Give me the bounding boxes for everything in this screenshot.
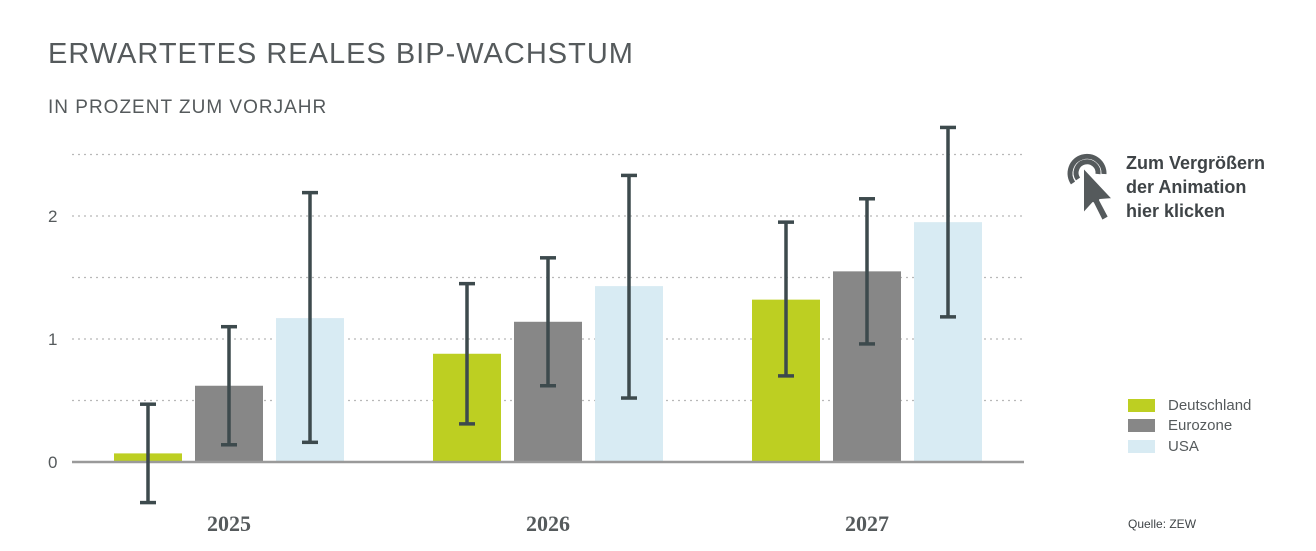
hint-line-1: Zum Vergrößern [1126,153,1266,173]
legend-label-usa: USA [1168,437,1199,455]
y-tick-label: 0 [48,453,57,472]
source-note: Quelle: ZEW [1128,517,1197,531]
legend-label-eurozone: Eurozone [1168,417,1233,435]
enlarge-animation-hint[interactable]: Zum Vergrößern der Animation hier klicke… [1058,150,1278,230]
y-tick-label: 2 [48,207,57,226]
x-tick-label-2027: 2027 [845,511,889,536]
legend-swatch-deutschland [1128,398,1155,412]
legend-swatch-usa [1128,439,1155,453]
legend-label-deutschland: Deutschland [1168,396,1252,414]
x-tick-label-2025: 2025 [207,511,251,536]
y-tick-label: 1 [48,330,57,349]
legend-item-deutschland: Deutschland [1128,395,1251,416]
chart-subtitle: IN PROZENT ZUM VORJAHR [48,97,328,118]
click-pointer-icon [1067,153,1114,222]
chart-legend: Deutschland Eurozone USA [1128,395,1251,457]
hint-line-3: hier klicken [1126,201,1226,221]
x-tick-label-2026: 2026 [526,511,570,536]
legend-item-eurozone: Eurozone [1128,416,1251,437]
enlarge-hint-text[interactable]: Zum Vergrößern der Animation hier klicke… [1126,151,1265,223]
legend-item-usa: USA [1128,436,1251,457]
hint-line-2: der Animation [1126,177,1247,197]
legend-swatch-eurozone [1128,419,1155,433]
chart-title: ERWARTETES REALES BIP-WACHSTUM [48,38,634,70]
